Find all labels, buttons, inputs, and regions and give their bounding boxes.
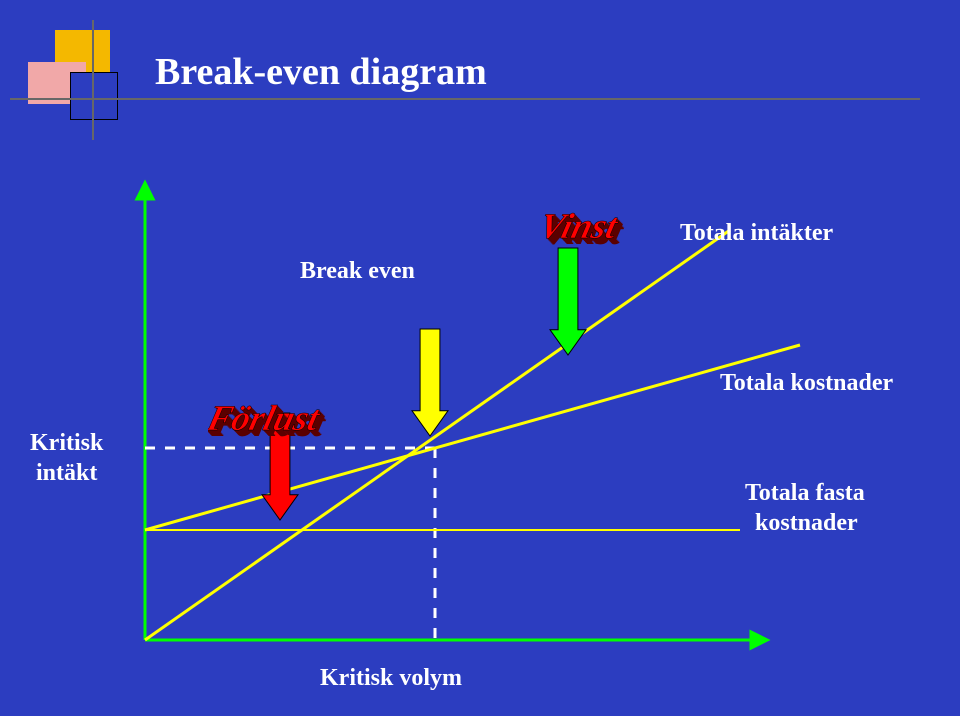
profit-wordart: VinstVinstVinstVinstVinstVinstVinst <box>540 188 760 268</box>
loss-wordart: FörlustFörlustFörlustFörlustFörlustFörlu… <box>208 380 428 460</box>
total-fixed-cost-label-1: Totala fasta <box>745 480 865 507</box>
critical-volume-label: Kritisk volym <box>320 665 462 692</box>
total-cost-label: Totala kostnader <box>720 370 893 397</box>
total-fixed-cost-label-2: kostnader <box>755 510 858 537</box>
svg-text:Vinst: Vinst <box>540 206 623 246</box>
break-even-label: Break even <box>300 258 415 285</box>
break-even-chart <box>0 0 960 716</box>
svg-text:Förlust: Förlust <box>208 398 325 438</box>
slide: Break-even diagram Break even Totala int… <box>0 0 960 716</box>
critical-revenue-label-1: Kritisk <box>30 430 103 457</box>
critical-revenue-label-2: intäkt <box>36 460 97 487</box>
